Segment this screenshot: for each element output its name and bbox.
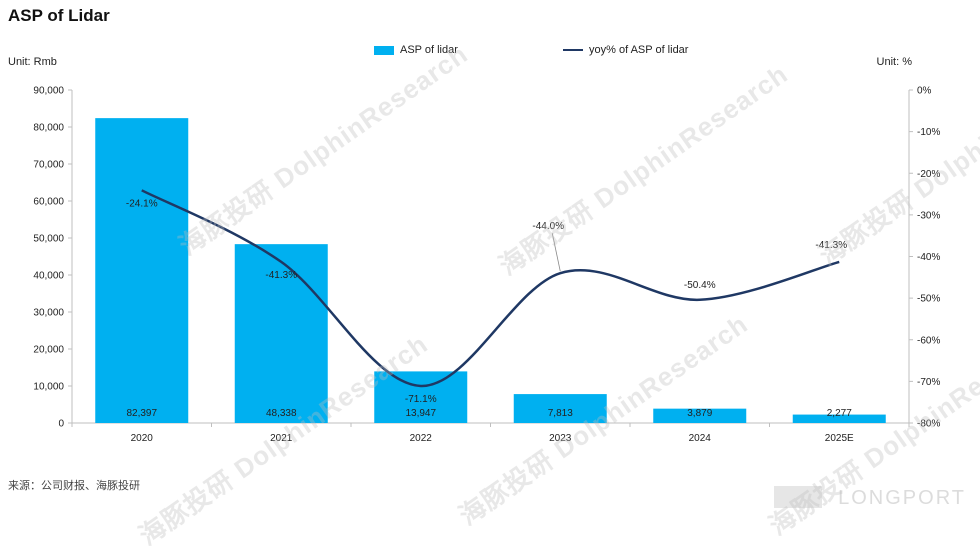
right-tick-label: 0%	[917, 86, 932, 97]
yoy-value-label: -44.0%	[532, 221, 564, 232]
right-axis-unit: Unit: %	[876, 56, 912, 68]
right-tick-label: -30%	[917, 210, 940, 221]
x-tick-label: 2022	[410, 433, 433, 444]
yoy-value-label: -50.4%	[684, 280, 716, 291]
left-tick-label: 80,000	[33, 123, 64, 134]
bar-value-label: 2,277	[827, 408, 852, 419]
legend-line-label: yoy% of ASP of lidar	[589, 44, 689, 56]
x-tick-label: 2021	[270, 433, 293, 444]
bar-value-label: 82,397	[126, 408, 157, 419]
right-tick-label: -20%	[917, 169, 940, 180]
bar	[95, 118, 189, 423]
bar-value-label: 48,338	[266, 408, 297, 419]
bar	[653, 408, 747, 423]
left-tick-label: 70,000	[33, 160, 64, 171]
legend-bar-swatch	[374, 45, 394, 55]
legend: ASP of lidar yoy% of ASP of lidar	[0, 44, 980, 60]
left-tick-label: 50,000	[33, 234, 64, 245]
x-tick-label: 2023	[549, 433, 572, 444]
right-tick-label: -60%	[917, 335, 940, 346]
bar	[234, 244, 328, 423]
right-tick-label: -80%	[917, 419, 940, 430]
yoy-line	[141, 189, 840, 388]
brand-logo: LONGPORT	[838, 487, 966, 509]
left-axis-unit: Unit: Rmb	[8, 56, 57, 68]
yoy-label-leader	[551, 233, 561, 272]
x-tick-label: 2025E	[825, 433, 854, 444]
chart-title: ASP of Lidar	[8, 6, 110, 25]
left-tick-label: 40,000	[33, 271, 64, 282]
legend-line-swatch	[563, 49, 583, 51]
bar-value-label: 13,947	[405, 408, 436, 419]
yoy-value-label: -41.3%	[265, 270, 297, 281]
right-tick-label: -70%	[917, 377, 940, 388]
yoy-value-label: -41.3%	[815, 240, 847, 251]
left-tick-label: 60,000	[33, 197, 64, 208]
left-tick-label: 90,000	[33, 86, 64, 97]
left-tick-label: 10,000	[33, 382, 64, 393]
legend-bar-label: ASP of lidar	[400, 44, 458, 56]
brand-logo-mark	[774, 486, 822, 508]
bar-value-label: 7,813	[548, 408, 573, 419]
yoy-value-label: -24.1%	[126, 198, 158, 209]
bar	[513, 394, 607, 423]
bar	[792, 414, 886, 423]
source-note: 来源：公司财报、海豚投研	[8, 480, 140, 492]
combo-chart: 0 10,000 20,000 30,000 40,000 50,000 60,000 70,…	[33, 86, 940, 445]
left-tick-label: 30,000	[33, 308, 64, 319]
bar	[374, 371, 468, 423]
left-tick-label: 0	[58, 419, 64, 430]
x-tick-label: 2024	[689, 433, 712, 444]
right-tick-label: -40%	[917, 252, 940, 263]
right-tick-label: -50%	[917, 294, 940, 305]
legend-item-bar: ASP of lidar	[374, 44, 458, 56]
right-tick-label: -10%	[917, 127, 940, 138]
legend-item-line: yoy% of ASP of lidar	[563, 44, 688, 56]
x-tick-label: 2020	[131, 433, 154, 444]
yoy-value-label: -71.1%	[405, 394, 437, 405]
bar-value-label: 3,879	[687, 408, 712, 419]
left-tick-label: 20,000	[33, 345, 64, 356]
